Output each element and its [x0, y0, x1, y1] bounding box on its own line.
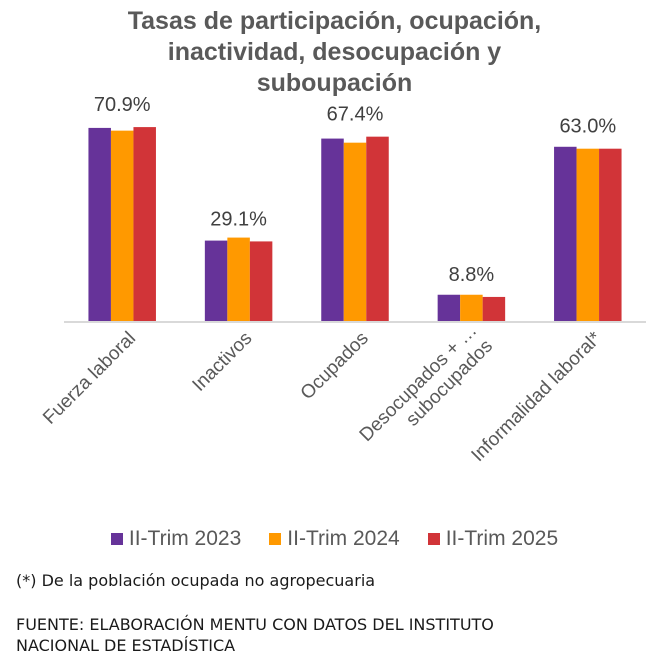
bar-ii-trim-2023-cat-3 — [437, 294, 461, 321]
legend-label: II-Trim 2024 — [287, 527, 400, 550]
bar-ii-trim-2023-cat-2 — [321, 138, 344, 321]
category-label: Desocupados + …subocupados — [356, 320, 497, 446]
category-label: Fuerza laboral — [39, 328, 140, 429]
legend-label: II-Trim 2023 — [128, 527, 242, 550]
bar-ii-trim-2025-cat-2 — [366, 136, 389, 321]
data-label: 8.8% — [449, 264, 495, 286]
category-label: Inactivos — [189, 328, 257, 396]
footnote: (*) De la población ocupada no agropecua… — [16, 571, 376, 590]
bar-ii-trim-2024-cat-1 — [227, 237, 250, 321]
legend: II-Trim 2023 II-Trim 2024 II-Trim 2025 — [0, 527, 669, 551]
chart-title: Tasas de participación, ocupación, inact… — [127, 7, 542, 97]
bar-ii-trim-2023-cat-1 — [204, 240, 228, 321]
bar-ii-trim-2024-cat-4 — [576, 148, 600, 321]
bar-ii-trim-2025-cat-4 — [599, 148, 622, 321]
legend-swatch-icon — [269, 533, 282, 545]
chart-plot-area: 70.9% 29.1% 67.4% 8.8% 63.0% Fuerza laboral I… — [39, 94, 646, 466]
data-label: 70.9% — [94, 94, 151, 116]
legend-item: II-Trim 2023 — [110, 527, 242, 551]
legend-label: II-Trim 2025 — [445, 527, 559, 550]
bar-ii-trim-2024-cat-0 — [110, 130, 134, 321]
bar-ii-trim-2025-cat-0 — [133, 127, 156, 321]
category-label-line: Ocupados — [297, 328, 373, 404]
data-label: 63.0% — [559, 116, 616, 138]
legend-swatch-icon — [110, 533, 123, 545]
category-label-line: Fuerza laboral — [39, 328, 140, 429]
bar-ii-trim-2024-cat-3 — [460, 294, 483, 321]
category-label-line: Inactivos — [189, 328, 257, 396]
legend-swatch-icon — [427, 533, 440, 545]
bar-ii-trim-2025-cat-3 — [482, 296, 506, 321]
bar-ii-trim-2023-cat-4 — [554, 146, 577, 321]
legend-item: II-Trim 2024 — [269, 527, 400, 551]
legend-item: II-Trim 2025 — [427, 527, 559, 551]
category-label: Ocupados — [297, 328, 373, 404]
bar-ii-trim-2025-cat-1 — [249, 241, 273, 321]
data-label: 67.4% — [327, 104, 384, 126]
bar-ii-trim-2023-cat-0 — [88, 127, 111, 321]
bar-ii-trim-2024-cat-2 — [343, 142, 367, 321]
source-note: FUENTE: ELABORACIÓN MENTU CON DATOS DEL … — [16, 615, 494, 655]
data-label: 29.1% — [210, 208, 267, 230]
